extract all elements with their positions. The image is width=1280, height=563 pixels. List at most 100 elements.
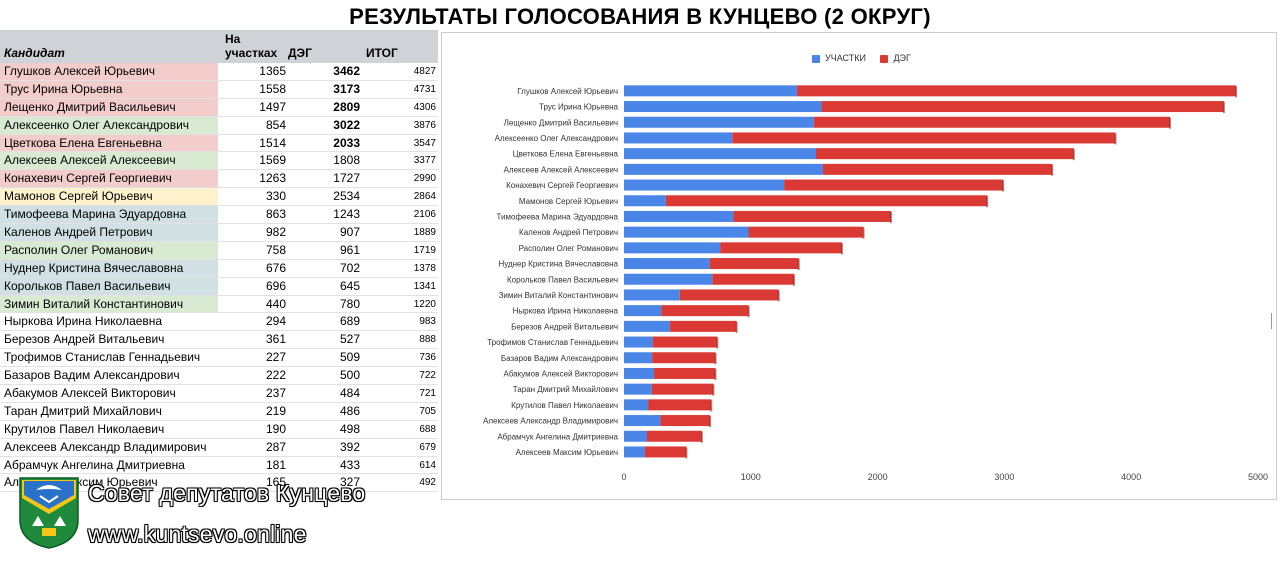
category-label: Располин Олег Романович bbox=[519, 244, 618, 253]
table-row: Каленов Андрей Петрович 982 907 1889 bbox=[0, 224, 438, 242]
total-votes: 1378 bbox=[413, 262, 436, 274]
deg-votes: 1727 bbox=[333, 171, 360, 186]
bar-polling bbox=[624, 101, 822, 113]
polling-votes: 696 bbox=[265, 278, 286, 293]
bar-shadow bbox=[700, 431, 703, 443]
total-votes: 888 bbox=[419, 334, 436, 346]
bar-polling bbox=[624, 289, 680, 301]
total-votes: 2106 bbox=[413, 209, 436, 221]
deg-votes: 907 bbox=[339, 225, 360, 240]
bar-deg bbox=[709, 258, 799, 270]
table-row: Алексеев Алексей Алексеевич 1569 1808 3377 bbox=[0, 152, 438, 171]
bar-shadow bbox=[685, 447, 688, 459]
legend-label-polling: УЧАСТКИ bbox=[825, 53, 866, 63]
deg-votes: 702 bbox=[339, 260, 360, 275]
category-label: Ныркова Ирина Николаевна bbox=[513, 307, 619, 316]
bar-shadow bbox=[714, 368, 717, 380]
deg-votes: 500 bbox=[339, 368, 360, 383]
candidate-name: Крутилов Павел Николаевич bbox=[4, 421, 165, 436]
polling-votes: 237 bbox=[265, 386, 286, 401]
deg-votes: 327 bbox=[339, 475, 360, 490]
total-votes: 614 bbox=[419, 459, 436, 471]
total-votes: 1220 bbox=[413, 298, 436, 310]
total-votes: 1341 bbox=[413, 280, 436, 292]
bar-shadow bbox=[986, 196, 989, 208]
bar-polling bbox=[624, 226, 749, 238]
total-votes: 679 bbox=[419, 441, 436, 453]
table-row: Мамонов Сергей Юрьевич 330 2534 2864 bbox=[0, 188, 438, 207]
polling-votes: 1558 bbox=[259, 81, 286, 96]
bar-deg bbox=[660, 415, 711, 427]
bar-shadow bbox=[797, 259, 800, 271]
bar-shadow bbox=[840, 243, 843, 255]
bar-deg bbox=[712, 273, 795, 285]
x-tick-label: 5000 bbox=[1248, 472, 1268, 482]
bar-deg bbox=[733, 210, 892, 222]
candidate-name: Зимин Виталий Константинович bbox=[0, 295, 218, 313]
category-label: Абакумов Алексей Викторович bbox=[504, 369, 619, 378]
total-votes: 983 bbox=[419, 316, 436, 328]
scroll-edge-marker bbox=[1271, 313, 1276, 329]
deg-votes: 3462 bbox=[333, 64, 360, 78]
total-votes: 492 bbox=[419, 477, 436, 489]
x-tick-label: 0 bbox=[621, 472, 626, 482]
polling-votes: 330 bbox=[265, 189, 286, 204]
table-header: Кандидат На участках ДЭГ ИТОГ bbox=[0, 30, 438, 63]
legend-label-deg: ДЭГ bbox=[893, 53, 911, 63]
deg-votes: 689 bbox=[339, 314, 360, 329]
deg-votes: 645 bbox=[339, 278, 360, 293]
category-label: Мамонов Сергей Юрьевич bbox=[519, 197, 618, 206]
deg-votes: 2534 bbox=[333, 189, 360, 204]
total-votes: 722 bbox=[419, 370, 436, 382]
candidate-name: Алексеенко Олег Александрович bbox=[0, 116, 218, 134]
header-candidate: Кандидат bbox=[4, 46, 65, 60]
polling-votes: 222 bbox=[265, 368, 286, 383]
polling-votes: 1365 bbox=[259, 64, 286, 78]
polling-votes: 1514 bbox=[259, 135, 286, 150]
bar-shadow bbox=[1051, 164, 1054, 176]
candidate-name: Тимофеева Марина Эдуардовна bbox=[0, 206, 218, 224]
bar-deg bbox=[815, 148, 1074, 160]
deg-votes: 3173 bbox=[333, 81, 360, 96]
bar-deg bbox=[651, 383, 714, 395]
legend-swatch-polling bbox=[812, 54, 820, 63]
candidate-name: Каленов Андрей Петрович bbox=[0, 224, 218, 241]
bar-deg bbox=[679, 289, 779, 301]
polling-votes: 854 bbox=[265, 117, 286, 132]
table-row: Абрамчук Ангелина Дмитриевна 181 433 614 bbox=[0, 457, 438, 475]
polling-votes: 219 bbox=[265, 403, 286, 418]
candidate-name: Ныркова Ирина Николаевна bbox=[4, 314, 163, 329]
table-row: Зимин Виталий Константинович 440 780 1220 bbox=[0, 295, 438, 314]
bar-shadow bbox=[709, 416, 712, 428]
x-tick-label: 1000 bbox=[741, 472, 761, 482]
results-table: Кандидат На участках ДЭГ ИТОГ Глушков Ал… bbox=[0, 30, 438, 493]
bar-shadow bbox=[890, 211, 893, 223]
candidate-name: Глушков Алексей Юрьевич bbox=[0, 63, 218, 80]
x-tick-label: 4000 bbox=[1121, 472, 1141, 482]
category-label: Крутилов Павел Николаевич bbox=[511, 401, 618, 410]
total-votes: 721 bbox=[419, 388, 436, 400]
bar-polling bbox=[624, 148, 816, 160]
category-label: Цветкова Елена Евгеньевна bbox=[513, 150, 619, 159]
total-votes: 736 bbox=[419, 352, 436, 364]
polling-votes: 294 bbox=[265, 314, 286, 329]
brand-site[interactable]: www.kuntsevo.online bbox=[88, 521, 307, 547]
table-row: Алексеенко Олег Александрович 854 3022 3876 bbox=[0, 116, 438, 135]
deg-votes: 961 bbox=[339, 242, 360, 257]
category-label: Алексеев Александр Владимирович bbox=[483, 417, 618, 426]
polling-votes: 361 bbox=[265, 332, 286, 347]
bar-deg bbox=[813, 116, 1171, 128]
polling-votes: 440 bbox=[265, 296, 286, 311]
bar-deg bbox=[748, 226, 864, 238]
chart-legend: УЧАСТКИ ДЭГ bbox=[812, 53, 923, 63]
candidate-name: Располин Олег Романович bbox=[0, 241, 218, 259]
polling-votes: 1569 bbox=[259, 153, 286, 168]
deg-votes: 433 bbox=[339, 457, 360, 472]
deg-votes: 2809 bbox=[333, 99, 360, 114]
bar-polling bbox=[624, 383, 652, 395]
bar-polling bbox=[624, 320, 670, 332]
deg-votes: 484 bbox=[339, 386, 360, 401]
deg-votes: 2033 bbox=[333, 135, 360, 150]
category-label: Конахевич Сергей Георгиевич bbox=[506, 181, 618, 190]
bar-polling bbox=[624, 179, 785, 191]
